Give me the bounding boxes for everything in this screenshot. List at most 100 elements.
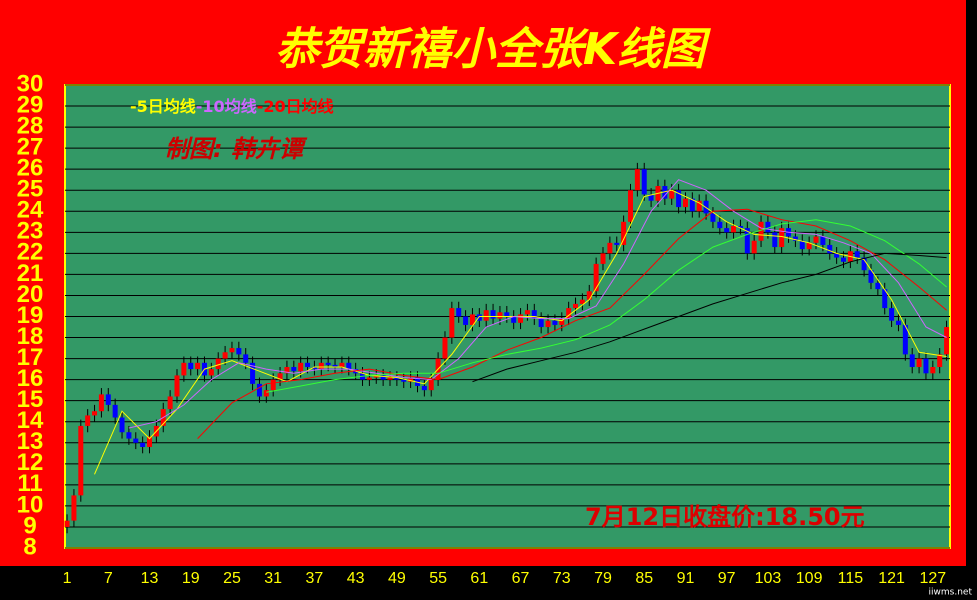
candle-body (98, 394, 104, 412)
y-tick-label: 13 (17, 428, 44, 455)
candle-body (868, 270, 874, 283)
candle-body (188, 362, 194, 370)
y-tick-label: 26 (17, 155, 44, 182)
candle-body (236, 348, 242, 355)
candle-body (834, 253, 840, 258)
candle-body (449, 308, 455, 338)
candle-body (902, 324, 908, 355)
candle-body (634, 169, 640, 191)
x-tick-label: 67 (512, 570, 530, 587)
candle-body (689, 198, 695, 212)
x-tick-label: 115 (838, 570, 864, 587)
candle-body (765, 221, 771, 233)
candle-body (401, 379, 407, 382)
candle-body (366, 377, 372, 380)
y-tick-label: 21 (17, 260, 44, 287)
candle-body (579, 299, 585, 304)
candle-body (909, 354, 915, 368)
x-tick-label: 31 (264, 570, 282, 587)
x-tick-label: 25 (223, 570, 241, 587)
legend-entry: -20日均线 (257, 97, 334, 116)
annotation: 制图: 韩卉谭 (165, 135, 308, 163)
x-tick-label: 103 (755, 570, 782, 587)
annotation: 7月12日收盘价:18.50元 (585, 503, 865, 531)
candle-body (387, 377, 393, 380)
y-tick-label: 16 (17, 365, 44, 392)
candle-body (229, 348, 235, 353)
candle-body (586, 291, 592, 300)
y-tick-label: 28 (17, 112, 44, 139)
candle-body (181, 362, 187, 376)
candle-body (806, 242, 812, 250)
y-tick-label: 15 (17, 386, 44, 413)
candle-body (923, 358, 929, 374)
y-tick-label: 27 (17, 133, 44, 160)
legend-entry: -10均线 (196, 97, 257, 116)
candle-body (511, 316, 517, 323)
candle-body (476, 314, 482, 321)
candle-body (105, 394, 111, 405)
candle-body (538, 318, 544, 328)
x-tick-label: 85 (635, 570, 653, 587)
candle-body (504, 312, 510, 317)
candle-body (744, 228, 750, 254)
candle-body (669, 190, 675, 199)
candle-body (916, 358, 922, 368)
candle-body (882, 289, 888, 309)
ma-line (197, 208, 947, 439)
y-tick-label: 10 (17, 491, 44, 518)
candle-body (112, 404, 118, 418)
x-tick-label: 91 (677, 570, 695, 587)
x-tick-label: 43 (347, 570, 365, 587)
candle-body (140, 442, 146, 447)
x-tick-label: 121 (878, 570, 905, 587)
candle-body (174, 375, 180, 397)
candle-body (682, 198, 688, 208)
candle-body (696, 200, 702, 212)
candle-body (559, 318, 565, 325)
candle-body (339, 362, 345, 368)
y-tick-label: 29 (17, 91, 44, 118)
candle-body (861, 257, 867, 271)
candle-body (737, 226, 743, 229)
x-tick-label: 19 (182, 570, 200, 587)
candle-body (256, 383, 262, 397)
candle-body (566, 308, 572, 319)
y-tick-label: 18 (17, 323, 44, 350)
candle-body (641, 169, 647, 195)
candle-body (394, 377, 400, 380)
candle-body (710, 213, 716, 222)
candle-body (270, 379, 276, 391)
candle-body (469, 314, 475, 325)
candle-body (284, 367, 290, 374)
candle-body (291, 367, 297, 372)
candle-body (133, 438, 139, 443)
y-tick-label: 19 (17, 302, 44, 329)
candle-body (208, 369, 214, 376)
candle-body (545, 320, 551, 328)
candle-body (792, 236, 798, 241)
ma-line (266, 219, 947, 393)
ma-line (128, 179, 947, 429)
candle-body (600, 253, 606, 264)
candle-body (346, 362, 352, 370)
candle-body (325, 362, 331, 365)
candle-body (64, 520, 70, 527)
x-tick-label: 79 (594, 570, 612, 587)
x-tick-label: 55 (429, 570, 447, 587)
candle-body (875, 282, 881, 290)
candle-body (408, 377, 414, 382)
candle-body (772, 232, 778, 248)
candle-body (263, 390, 269, 397)
candle-body (442, 337, 448, 359)
candle-body (277, 373, 283, 380)
y-tick-label: 24 (17, 197, 44, 224)
candle-body (483, 310, 489, 321)
candle-body (758, 221, 764, 241)
candle-body (421, 385, 427, 391)
candle-body (779, 228, 785, 248)
y-tick-label: 11 (17, 470, 42, 497)
candle-body (518, 314, 524, 323)
watermark: iiwms.net (929, 588, 973, 598)
ma-line (94, 189, 947, 475)
